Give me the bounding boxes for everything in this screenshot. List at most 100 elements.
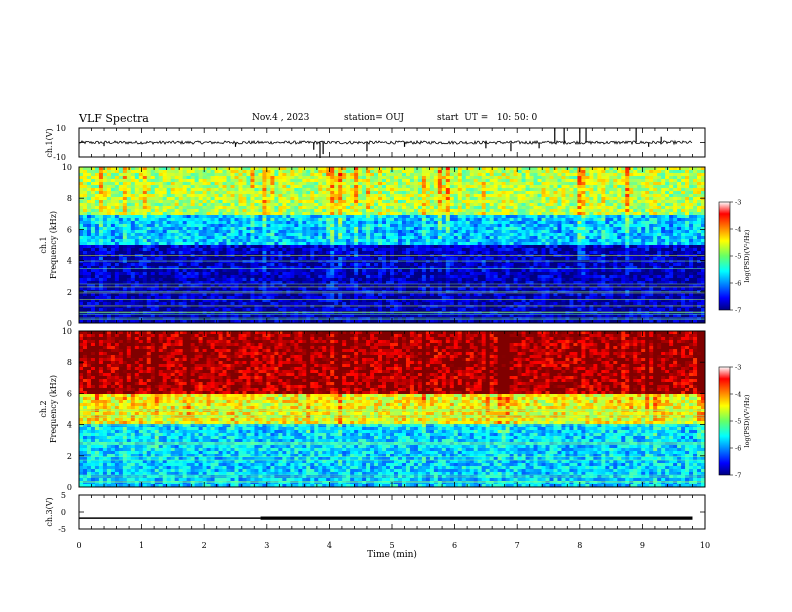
spectrogram-cell: [346, 185, 350, 188]
spectrogram-cell: [454, 242, 458, 245]
spectrogram-cell: [386, 236, 390, 239]
spectrogram-cell: [613, 200, 617, 203]
spectrogram-cell: [542, 218, 546, 221]
spectrogram-cell: [466, 233, 470, 236]
spectrogram-cell: [645, 182, 649, 185]
spectrogram-cell: [302, 185, 306, 188]
spectrogram-cell: [374, 257, 378, 260]
spectrogram-cell: [187, 239, 191, 242]
spectrogram-cell: [601, 251, 605, 254]
spectrogram-cell: [466, 173, 470, 176]
spectrogram-cell: [282, 242, 286, 245]
spectrogram-cell: [143, 188, 147, 191]
spectrogram-cell: [565, 203, 569, 206]
spectrogram-cell: [99, 167, 103, 170]
spectrogram-cell: [338, 242, 342, 245]
spectrogram-cell: [123, 212, 127, 215]
spectrogram-cell: [374, 179, 378, 182]
spectrogram-cell: [522, 221, 526, 224]
spectrogram-cell: [227, 245, 231, 248]
spectrogram-cell: [605, 257, 609, 260]
spectrogram-cell: [518, 251, 522, 254]
spectrogram-cell: [330, 245, 334, 248]
spectrogram-cell: [115, 221, 119, 224]
spectrogram-cell: [542, 248, 546, 251]
spectrogram-cell: [107, 182, 111, 185]
spectrogram-cell: [653, 194, 657, 197]
spectrogram-cell: [534, 227, 538, 230]
spectrogram-cell: [266, 176, 270, 179]
spectrogram-cell: [689, 179, 693, 182]
spectrogram-cell: [633, 257, 637, 260]
spectrogram-cell: [282, 215, 286, 218]
spectrogram-cell: [605, 209, 609, 212]
spectrogram-cell: [274, 251, 278, 254]
spectrogram-cell: [601, 239, 605, 242]
spectrogram-cell: [569, 188, 573, 191]
spectrogram-cell: [625, 239, 629, 242]
spectrogram-cell: [422, 227, 426, 230]
spectrogram-cell: [207, 251, 211, 254]
spectrogram-cell: [530, 185, 534, 188]
spectrogram-cell: [103, 251, 107, 254]
spectrogram-cell: [414, 197, 418, 200]
spectrogram-cell: [565, 227, 569, 230]
spectrogram-cell: [422, 182, 426, 185]
spectrogram-cell: [346, 248, 350, 251]
spectrogram-cell: [538, 188, 542, 191]
spectrogram-cell: [486, 239, 490, 242]
spectrogram-cell: [474, 257, 478, 260]
spectrogram-cell: [262, 206, 266, 209]
spectrogram-cell: [482, 200, 486, 203]
spectrogram-cell: [522, 233, 526, 236]
spectrogram-cell: [127, 206, 131, 209]
spectrogram-cell: [219, 200, 223, 203]
spectrogram-cell: [386, 185, 390, 188]
spectrogram-cell: [402, 242, 406, 245]
spectrogram-cell: [486, 218, 490, 221]
spectrogram-cell: [593, 203, 597, 206]
spectrogram-cell: [490, 191, 494, 194]
spectrogram-cell: [673, 245, 677, 248]
spectrogram-cell: [557, 209, 561, 212]
spectrogram-cell: [238, 221, 242, 224]
spectrogram-cell: [294, 167, 298, 170]
spectrogram-cell: [573, 185, 577, 188]
spectrogram-cell: [187, 245, 191, 248]
spectrogram-cell: [589, 197, 593, 200]
spectrogram-cell: [99, 176, 103, 179]
spectrogram-cell: [534, 230, 538, 233]
spectrogram-cell: [685, 173, 689, 176]
spectrogram-cell: [143, 242, 147, 245]
spectrogram-cell: [422, 248, 426, 251]
spectrogram-cell: [183, 233, 187, 236]
spectrogram-cell: [641, 212, 645, 215]
spectrogram-cell: [314, 227, 318, 230]
spectrogram-cell: [290, 188, 294, 191]
spectrogram-cell: [350, 200, 354, 203]
spectrogram-cell: [238, 233, 242, 236]
spectrogram-cell: [677, 188, 681, 191]
spectrogram-cell: [589, 200, 593, 203]
spectrogram-cell: [231, 200, 235, 203]
spectrogram-cell: [95, 200, 99, 203]
spectrogram-cell: [458, 182, 462, 185]
spectrogram-cell: [231, 191, 235, 194]
spectrogram-cell: [665, 221, 669, 224]
spectrogram-cell: [546, 245, 550, 248]
spectrogram-cell: [338, 197, 342, 200]
spectrogram-cell: [159, 245, 163, 248]
spectrogram-cell: [569, 197, 573, 200]
spectrogram-cell: [661, 200, 665, 203]
spectrogram-cell: [430, 236, 434, 239]
spectrogram-cell: [653, 203, 657, 206]
spectrogram-cell: [242, 179, 246, 182]
spectrogram-cell: [322, 203, 326, 206]
spectrogram-cell: [454, 185, 458, 188]
spectrogram-cell: [569, 167, 573, 170]
spectrogram-cell: [111, 245, 115, 248]
spectrogram-cell: [406, 230, 410, 233]
spectrogram-cell: [238, 173, 242, 176]
spectrogram-cell: [613, 179, 617, 182]
spectrogram-cell: [530, 170, 534, 173]
